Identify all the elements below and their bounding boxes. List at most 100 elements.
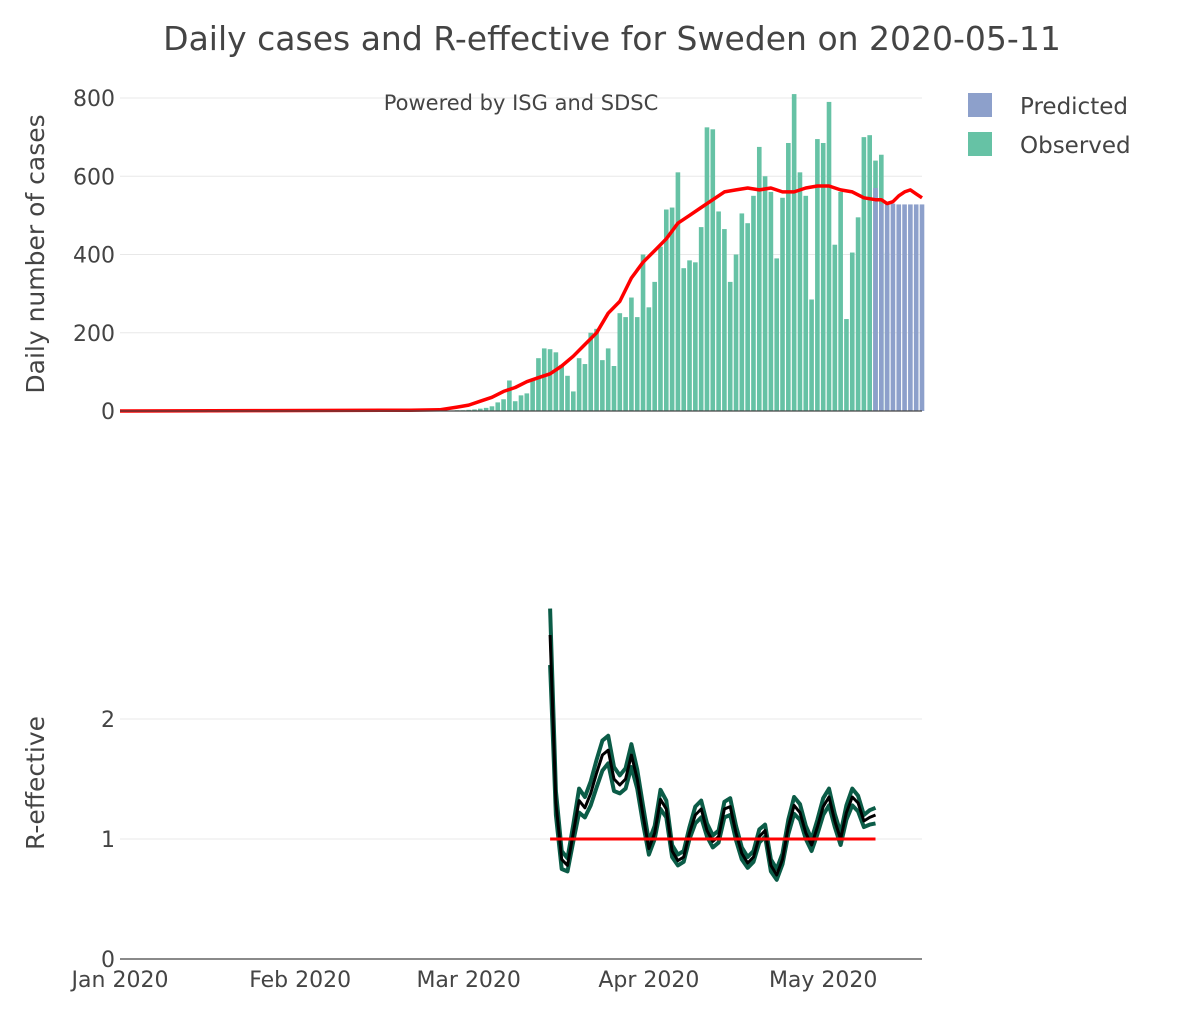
predicted-bar (902, 204, 907, 411)
observed-bar (582, 364, 588, 411)
legend-observed-label: Observed (1020, 133, 1131, 159)
observed-bar (507, 380, 512, 411)
observed-bar (536, 358, 541, 411)
predicted-bar (919, 204, 925, 411)
r-effective-upper-bound (548, 608, 877, 871)
legend-item-observed[interactable]: Observed (968, 132, 1131, 159)
observed-bar (594, 328, 599, 411)
r-effective-panel: 0 1 2 Jan 2020 Feb 2020 Mar 2020 Apr 2020 May … (21, 608, 922, 993)
observed-bar (565, 375, 570, 411)
predicted-bar (879, 203, 884, 411)
legend-observed-swatch (968, 132, 992, 156)
observed-bar (541, 348, 547, 411)
observed-bar (669, 207, 675, 411)
legend-item-predicted[interactable]: Predicted (968, 93, 1128, 120)
observed-bar (570, 391, 576, 411)
observed-bar (483, 407, 489, 411)
observed-bar (786, 142, 791, 411)
observed-bar (762, 176, 768, 411)
x-tick-label: May 2020 (769, 968, 877, 993)
observed-bar (733, 254, 739, 411)
observed-bar (797, 172, 803, 411)
legend-predicted-label: Predicted (1020, 94, 1128, 120)
r-y-tick-label: 0 (101, 948, 115, 973)
observed-bar (803, 195, 809, 411)
cases-y-tick-label: 0 (101, 400, 115, 425)
x-tick-label: Feb 2020 (249, 968, 351, 993)
x-tick-label: Jan 2020 (70, 968, 169, 993)
observed-bar (751, 195, 756, 411)
observed-bar (576, 358, 582, 411)
r-y-tick-labels: 0 1 2 (101, 708, 115, 973)
observed-bar (727, 281, 733, 411)
predicted-bar (896, 204, 902, 411)
observed-bar (530, 379, 535, 411)
observed-bar (849, 252, 855, 411)
trend-line (119, 184, 923, 413)
observed-bar (681, 268, 687, 411)
r-effective-lower-bound (548, 664, 876, 882)
cases-panel: 0 200 400 600 800 Daily number of cases Powe… (21, 87, 925, 425)
observed-bar (495, 402, 501, 411)
observed-bar (675, 172, 681, 411)
observed-bar (547, 349, 553, 411)
cases-y-tick-labels: 0 200 400 600 800 (73, 87, 115, 425)
cases-y-axis-label: Daily number of cases (21, 114, 50, 393)
observed-bar (867, 135, 873, 411)
observed-bar (512, 401, 518, 411)
observed-bar (663, 209, 669, 411)
observed-bar (518, 395, 524, 411)
predicted-bar (913, 204, 919, 411)
observed-bar (640, 254, 646, 411)
observed-bar (472, 409, 477, 411)
observed-bar (722, 229, 727, 411)
r-y-tick-label: 2 (101, 708, 115, 733)
cases-y-tick-label: 800 (73, 87, 115, 112)
powered-by-annotation: Powered by ISG and SDSC (384, 91, 659, 115)
observed-bar (791, 94, 797, 412)
observed-bar (704, 127, 710, 411)
cases-y-tick-label: 200 (73, 322, 115, 347)
observed-bar (611, 366, 617, 411)
observed-bar (838, 191, 843, 411)
observed-bar (716, 211, 721, 411)
predicted-bar (873, 187, 878, 411)
legend[interactable]: Predicted Observed (968, 93, 1131, 159)
observed-bar (815, 139, 820, 412)
observed-bar (756, 146, 762, 411)
observed-bar (600, 360, 605, 411)
x-tick-label: Mar 2020 (416, 968, 521, 993)
observed-bar (774, 258, 780, 411)
predicted-bars (873, 187, 925, 411)
observed-bars (443, 94, 890, 412)
cases-y-tick-label: 600 (73, 165, 115, 190)
observed-bar (780, 197, 785, 411)
observed-bar (745, 223, 750, 411)
observed-bar (634, 317, 640, 411)
observed-bar (658, 246, 663, 411)
observed-bar (524, 393, 530, 411)
predicted-bar (890, 203, 896, 411)
observed-bar (861, 137, 867, 411)
observed-bar (855, 217, 861, 411)
observed-bar (844, 319, 849, 411)
observed-bar (478, 408, 483, 411)
observed-bar (559, 364, 564, 411)
observed-bar (501, 399, 506, 411)
r-y-axis-label: R-effective (21, 716, 50, 850)
observed-bar (652, 281, 657, 411)
legend-predicted-swatch (968, 93, 992, 117)
observed-bar (553, 352, 559, 411)
observed-bar (629, 297, 634, 411)
observed-bar (617, 313, 623, 411)
observed-bar (588, 332, 594, 411)
observed-bar (698, 227, 704, 411)
x-tick-label: Apr 2020 (598, 968, 699, 993)
predicted-bar (908, 204, 913, 411)
observed-bar (710, 129, 716, 412)
observed-bar (605, 348, 611, 411)
observed-bar (687, 260, 692, 411)
observed-bar (826, 101, 832, 411)
observed-bar (693, 262, 698, 411)
